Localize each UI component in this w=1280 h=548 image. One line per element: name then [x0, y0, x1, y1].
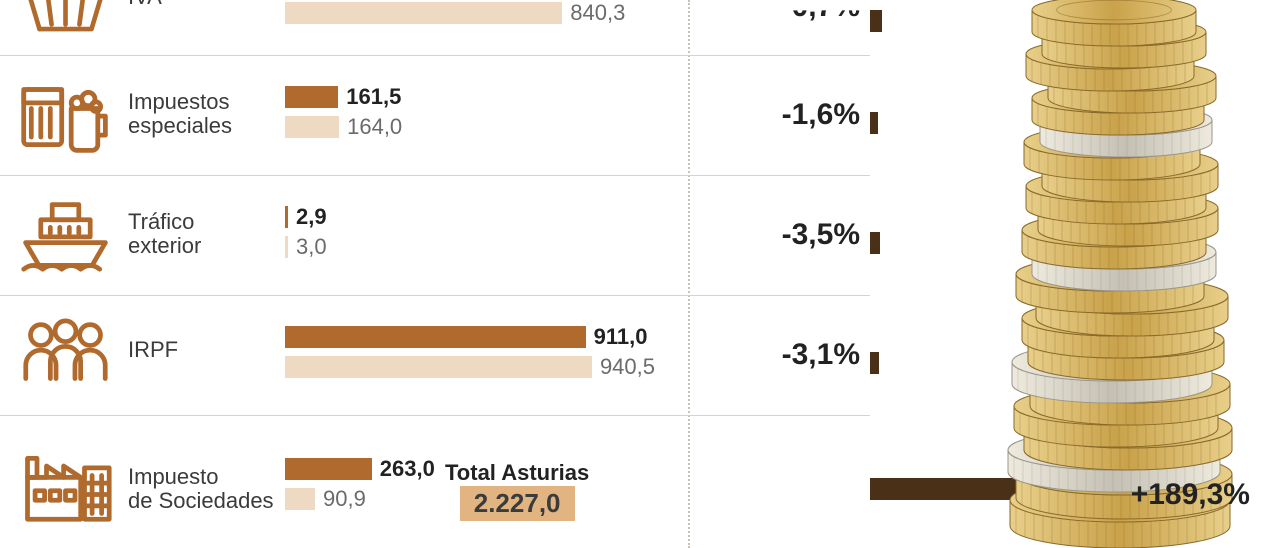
- total-value: 2.227,0: [460, 486, 575, 521]
- bar-fill: [285, 2, 562, 24]
- row-divider: [0, 415, 870, 416]
- bar-fill: [285, 458, 372, 480]
- people-icon: [18, 318, 113, 388]
- row-label: Impuestode Sociedades: [128, 465, 278, 513]
- bar-fill: [285, 326, 586, 348]
- bar-value-label: 164,0: [347, 114, 402, 140]
- pct-change: +189,3%: [1131, 478, 1250, 512]
- bar-fill: [285, 488, 315, 510]
- left-panel: IVA840,3-0,7% Impuestosespeciales161,516…: [0, 0, 870, 548]
- bar-fill: [285, 236, 288, 258]
- pct-change: -1,6%: [782, 98, 860, 132]
- bar-value-label: 911,0: [594, 324, 648, 350]
- pct-change: -0,7%: [782, 0, 860, 24]
- bar-secondary: 164,0: [285, 116, 655, 138]
- bar-pair: 911,0 940,5: [285, 326, 655, 378]
- coin-stack-image: [990, 0, 1250, 548]
- bar-value-label: 3,0: [296, 234, 327, 260]
- bar-primary: 161,5: [285, 86, 655, 108]
- bar-value-label: 2,9: [296, 204, 327, 230]
- total-title: Total Asturias: [445, 460, 589, 486]
- bar-value-label: 90,9: [323, 486, 366, 512]
- bar-pair: 840,3: [285, 0, 655, 24]
- pct-change: -3,5%: [782, 218, 860, 252]
- infographic-root: IVA840,3-0,7% Impuestosespeciales161,516…: [0, 0, 1280, 548]
- bar-fill: [285, 356, 592, 378]
- bar-secondary: 840,3: [285, 2, 655, 24]
- bar-secondary: 940,5: [285, 356, 655, 378]
- row-divider: [0, 175, 870, 176]
- row-label: IRPF: [128, 338, 278, 362]
- bar-value-label: 940,5: [600, 354, 655, 380]
- row-label: IVA: [128, 0, 278, 9]
- row-label: Tráficoexterior: [128, 210, 278, 258]
- basket-icon: [18, 0, 113, 43]
- row-divider: [0, 295, 870, 296]
- row-divider: [0, 55, 870, 56]
- pct-change: -3,1%: [782, 338, 860, 372]
- bar-value-label: 263,0: [380, 456, 435, 482]
- vertical-dotted-divider: [688, 0, 690, 548]
- bar-fill: [285, 206, 288, 228]
- bar-primary: 911,0: [285, 326, 655, 348]
- bar-pair: 2,93,0: [285, 206, 655, 258]
- ship-icon: [18, 195, 113, 275]
- total-asturias-box: Total Asturias 2.227,0: [445, 460, 589, 521]
- row-label: Impuestosespeciales: [128, 90, 278, 138]
- bar-value-label: 161,5: [346, 84, 401, 110]
- right-panel: +189,3%: [870, 0, 1280, 548]
- factory-icon: [18, 445, 113, 525]
- bar-fill: [285, 86, 338, 108]
- bar-primary: 2,9: [285, 206, 655, 228]
- cigs-beer-icon: [18, 80, 113, 158]
- bar-pair: 161,5 164,0: [285, 86, 655, 138]
- bar-secondary: 3,0: [285, 236, 655, 258]
- bar-fill: [285, 116, 339, 138]
- bar-value-label: 840,3: [570, 0, 625, 26]
